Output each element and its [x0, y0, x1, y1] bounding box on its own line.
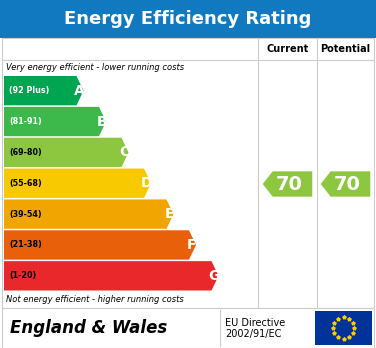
Polygon shape [4, 168, 151, 198]
Bar [315, 311, 372, 345]
Text: B: B [97, 114, 107, 128]
Text: (81-91): (81-91) [9, 117, 42, 126]
Text: A: A [74, 84, 85, 98]
Text: England & Wales: England & Wales [10, 319, 167, 337]
Text: (55-68): (55-68) [9, 179, 42, 188]
Polygon shape [4, 230, 196, 260]
Polygon shape [4, 138, 129, 167]
Text: F: F [187, 238, 197, 252]
Bar [2, 38, 374, 308]
Polygon shape [4, 76, 83, 105]
Text: C: C [119, 145, 129, 159]
Bar [0, 0, 376, 38]
Text: G: G [209, 269, 220, 283]
Polygon shape [4, 261, 218, 291]
Text: 2002/91/EC: 2002/91/EC [225, 329, 281, 339]
Text: (69-80): (69-80) [9, 148, 42, 157]
Text: 70: 70 [334, 174, 361, 193]
Polygon shape [321, 171, 370, 197]
Text: Not energy efficient - higher running costs: Not energy efficient - higher running co… [6, 295, 184, 304]
Text: Potential: Potential [320, 44, 371, 54]
Text: E: E [165, 207, 174, 221]
Text: Very energy efficient - lower running costs: Very energy efficient - lower running co… [6, 63, 184, 72]
Text: (92 Plus): (92 Plus) [9, 86, 49, 95]
Text: Energy Efficiency Rating: Energy Efficiency Rating [64, 10, 312, 28]
Text: (39-54): (39-54) [9, 209, 42, 219]
Bar [2, 308, 374, 348]
Text: 70: 70 [276, 174, 303, 193]
Text: (21-38): (21-38) [9, 240, 42, 250]
Text: Current: Current [266, 44, 309, 54]
Text: EU Directive: EU Directive [225, 318, 285, 328]
Text: (1-20): (1-20) [9, 271, 36, 280]
Polygon shape [4, 199, 173, 229]
Text: D: D [141, 176, 153, 190]
Polygon shape [4, 107, 106, 136]
Polygon shape [263, 171, 312, 197]
